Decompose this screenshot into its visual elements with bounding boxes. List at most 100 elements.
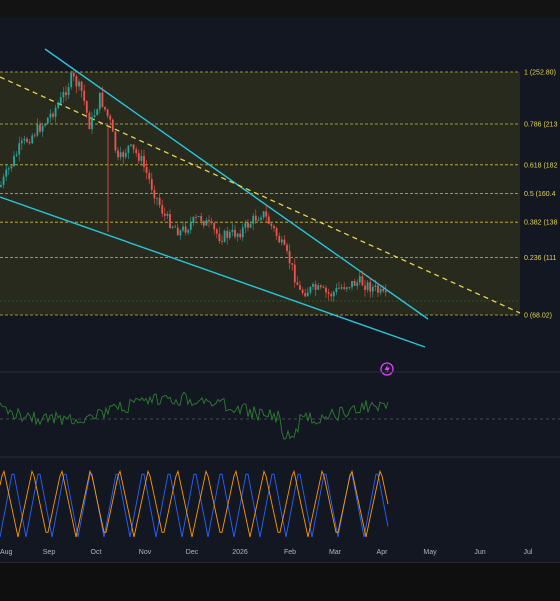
candle-body xyxy=(364,285,366,290)
candle-body xyxy=(213,222,216,230)
candle-body xyxy=(306,292,309,297)
fib-level-label: 0.382 (138 xyxy=(524,220,558,227)
candle-body xyxy=(15,154,18,156)
candle-body xyxy=(291,263,294,265)
candle-body xyxy=(338,287,340,289)
candle-body xyxy=(137,153,140,161)
candle-body xyxy=(85,101,88,113)
candle-body xyxy=(117,150,119,158)
candle-body xyxy=(278,236,281,243)
stoch-k-line xyxy=(0,473,389,538)
upper-trendline[interactable] xyxy=(44,48,429,320)
candle-body xyxy=(312,284,314,287)
candle-body xyxy=(104,106,106,110)
candle-body xyxy=(2,176,5,185)
candle-body xyxy=(330,293,333,297)
candle-body xyxy=(145,166,148,174)
candle-body xyxy=(223,230,226,242)
candle-body xyxy=(254,215,257,221)
candle-body xyxy=(184,226,187,233)
candle-body xyxy=(28,142,31,144)
fibonacci-retracement[interactable] xyxy=(0,71,520,316)
fib-level-label: 0.618 (182 xyxy=(524,162,558,169)
candle-body xyxy=(371,286,374,292)
candle-body xyxy=(366,282,369,290)
candlestick-series xyxy=(0,70,387,302)
candle-body xyxy=(72,72,75,77)
candle-body xyxy=(265,211,268,217)
replay-marker[interactable] xyxy=(380,362,394,376)
candle-body xyxy=(322,287,325,288)
candle-body xyxy=(135,149,138,154)
candle-body xyxy=(20,140,23,144)
time-axis-label: Nov xyxy=(139,549,152,556)
candle-body xyxy=(23,138,26,141)
candle-body xyxy=(49,113,52,118)
candle-body xyxy=(361,276,364,286)
candle-body xyxy=(317,285,320,290)
candle-body xyxy=(249,223,252,228)
candle-body xyxy=(0,184,2,187)
candle-body xyxy=(54,107,57,117)
chart-area[interactable]: 1 (252.80) 0.786 (213 0.618 (182 0.5 (160.4… xyxy=(0,17,560,562)
fib-level-label: 0 (68.02) xyxy=(524,313,552,320)
candle-body xyxy=(179,230,182,236)
candle-body xyxy=(384,291,387,293)
trendlines[interactable] xyxy=(0,48,521,348)
candle-body xyxy=(171,226,174,228)
candle-body xyxy=(109,115,112,120)
candle-body xyxy=(163,213,166,216)
time-axis-label: Aug xyxy=(0,549,13,556)
candle-body xyxy=(127,145,130,153)
candle-body xyxy=(5,169,8,177)
candle-body xyxy=(195,216,197,218)
candle-body xyxy=(13,155,15,167)
candle-body xyxy=(288,251,291,264)
candle-body xyxy=(176,227,179,236)
top-toolbar xyxy=(0,0,560,18)
candle-body xyxy=(296,282,299,286)
candle-body xyxy=(143,155,145,167)
candle-body xyxy=(382,288,385,292)
time-axis-label: 2026 xyxy=(232,549,248,556)
candle-body xyxy=(252,215,255,224)
candle-body xyxy=(379,288,382,293)
candle-body xyxy=(273,226,275,229)
candle-body xyxy=(205,220,208,226)
candle-body xyxy=(301,289,304,294)
candle-body xyxy=(218,233,221,242)
candle-body xyxy=(319,285,322,288)
candle-body xyxy=(335,287,338,293)
time-axis-label: Dec xyxy=(186,549,199,556)
candle-body xyxy=(226,230,229,238)
candle-body xyxy=(377,285,379,293)
candle-body xyxy=(96,109,99,116)
candle-body xyxy=(351,281,353,288)
candle-body xyxy=(247,222,249,228)
candle-body xyxy=(348,287,351,289)
candle-body xyxy=(286,244,288,252)
candle-body xyxy=(122,152,125,158)
candle-body xyxy=(231,229,234,232)
fib-level-label: 1 (252.80) xyxy=(524,70,556,77)
candle-body xyxy=(257,219,260,221)
candle-body xyxy=(234,229,236,237)
time-axis-label: Feb xyxy=(284,549,296,556)
candle-body xyxy=(200,216,203,222)
candle-body xyxy=(39,124,41,132)
candle-body xyxy=(202,221,205,226)
candle-body xyxy=(31,135,34,144)
lower-trendline[interactable] xyxy=(0,196,426,348)
fib-level-label: 0.786 (213 xyxy=(524,122,558,129)
candle-body xyxy=(325,287,327,293)
price-chart[interactable]: 1 (252.80) 0.786 (213 0.618 (182 0.5 (160.4… xyxy=(0,17,560,562)
candle-body xyxy=(327,292,330,294)
candle-body xyxy=(36,124,39,136)
time-axis-label: Mar xyxy=(329,549,342,556)
lightning-icon[interactable] xyxy=(380,362,394,376)
candle-body xyxy=(124,152,127,158)
candle-body xyxy=(119,152,122,158)
candle-body xyxy=(75,76,78,87)
candle-body xyxy=(293,264,296,283)
candle-body xyxy=(197,216,200,218)
